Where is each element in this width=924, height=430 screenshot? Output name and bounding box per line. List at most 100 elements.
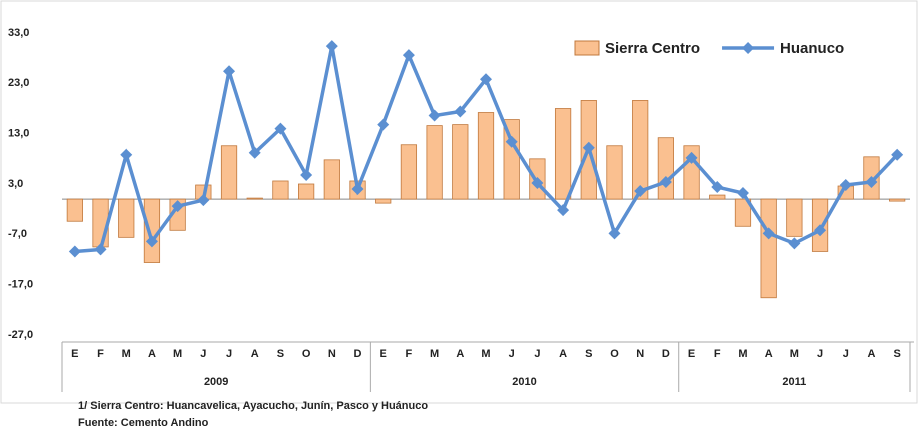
- x-tick-label: M: [430, 348, 439, 360]
- y-tick-label: 3,0: [8, 178, 23, 190]
- marker: [891, 148, 904, 161]
- bar: [657, 137, 674, 200]
- group-label: 2011: [782, 376, 806, 388]
- marker: [171, 200, 184, 213]
- bar: [889, 198, 906, 202]
- bar: [66, 198, 83, 222]
- x-tick-label: N: [328, 348, 336, 360]
- marker: [120, 148, 133, 161]
- chart-frame: [0, 0, 918, 404]
- marker: [94, 243, 107, 256]
- x-tick-label: J: [534, 348, 540, 360]
- marker: [762, 227, 775, 240]
- bar: [400, 144, 418, 200]
- marker: [531, 176, 544, 189]
- x-tick-label: D: [662, 348, 670, 360]
- x-tick-label: A: [251, 348, 259, 360]
- marker: [377, 118, 390, 131]
- marker: [634, 185, 647, 198]
- x-tick-label: E: [380, 348, 387, 360]
- bar: [143, 198, 161, 263]
- marker: [428, 109, 441, 122]
- y-tick-label: 13,0: [8, 128, 29, 140]
- marker: [839, 179, 852, 192]
- bar: [709, 194, 726, 200]
- bar: [272, 180, 289, 200]
- marker: [788, 237, 801, 250]
- marker: [685, 151, 698, 164]
- x-tick-label: M: [173, 348, 182, 360]
- y-tick-label: -17,0: [8, 279, 33, 291]
- footnote: 1/ Sierra Centro: Huancavelica, Ayacucho…: [78, 400, 428, 412]
- bar: [786, 198, 803, 237]
- marker: [814, 224, 827, 237]
- x-tick-label: S: [585, 348, 592, 360]
- x-tick-label: J: [226, 348, 232, 360]
- x-tick-label: A: [456, 348, 464, 360]
- marker: [223, 65, 236, 78]
- marker: [145, 235, 158, 248]
- bar: [118, 198, 135, 238]
- x-tick-label: D: [354, 348, 362, 360]
- legend: Sierra Centro Huanuco: [574, 40, 844, 57]
- bar: [554, 108, 572, 200]
- x-tick-label: J: [509, 348, 515, 360]
- x-tick-label: F: [97, 348, 104, 360]
- x-tick-label: F: [406, 348, 413, 360]
- legend-label: Huanuco: [780, 40, 844, 57]
- marker: [454, 105, 467, 118]
- x-tick-label: E: [71, 348, 78, 360]
- marker: [197, 194, 210, 207]
- x-tick-label: S: [277, 348, 284, 360]
- bar: [220, 145, 238, 200]
- x-tick-label: M: [481, 348, 490, 360]
- y-tick-label: 23,0: [8, 77, 29, 89]
- marker: [300, 168, 313, 181]
- marker: [865, 175, 878, 188]
- bar: [477, 112, 495, 200]
- group-label: 2010: [512, 376, 536, 388]
- y-tick-label: -7,0: [8, 228, 27, 240]
- bar: [606, 145, 623, 200]
- legend-marker: [742, 42, 755, 54]
- marker: [505, 135, 518, 148]
- group-label: 2009: [204, 376, 228, 388]
- bar: [734, 198, 752, 227]
- x-tick-label: J: [200, 348, 206, 360]
- x-tick-label: A: [148, 348, 156, 360]
- marker: [248, 146, 261, 159]
- marker: [68, 245, 81, 258]
- x-tick-label: F: [714, 348, 721, 360]
- bar: [632, 100, 649, 200]
- x-tick-label: O: [610, 348, 619, 360]
- bar: [760, 198, 777, 299]
- marker: [557, 204, 570, 217]
- source: Fuente: Cemento Andino: [78, 417, 209, 429]
- bar: [503, 119, 520, 200]
- x-tick-label: J: [843, 348, 849, 360]
- bar: [298, 183, 315, 200]
- x-tick-label: A: [867, 348, 875, 360]
- x-tick-label: O: [302, 348, 311, 360]
- marker: [402, 49, 415, 62]
- bar: [426, 125, 443, 200]
- x-tick-label: M: [738, 348, 747, 360]
- x-tick-label: J: [817, 348, 823, 360]
- bar: [323, 159, 340, 200]
- x-tick-label: E: [688, 348, 695, 360]
- legend-label: Sierra Centro: [605, 40, 700, 57]
- x-tick-label: N: [636, 348, 644, 360]
- x-tick-label: S: [893, 348, 900, 360]
- x-tick-label: A: [559, 348, 567, 360]
- marker: [480, 73, 492, 86]
- marker: [274, 122, 287, 135]
- bar: [452, 124, 469, 200]
- x-tick-label: M: [122, 348, 131, 360]
- bar: [375, 198, 392, 204]
- marker: [351, 183, 364, 196]
- marker: [711, 181, 724, 194]
- legend-swatch: [574, 40, 600, 56]
- y-tick-label: 33,0: [8, 27, 29, 39]
- marker: [608, 227, 621, 240]
